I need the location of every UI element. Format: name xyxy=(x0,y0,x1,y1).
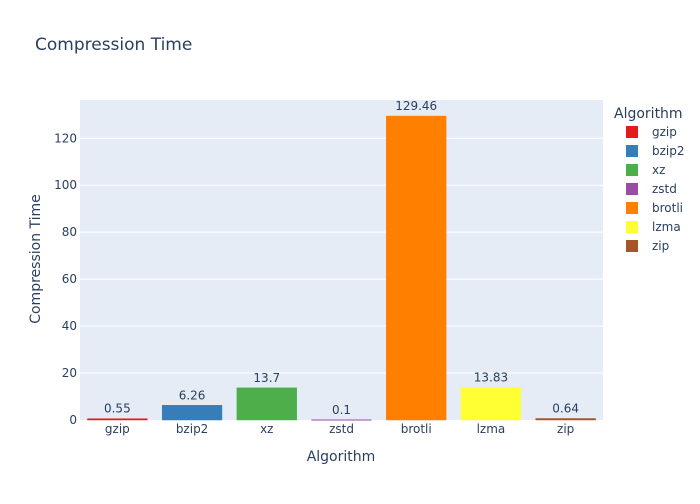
legend-label: zstd xyxy=(652,182,677,196)
bar-value-labels: 0.55 6.26 13.7 0.1 129.46 13.83 0.64 xyxy=(104,99,579,417)
bar-lzma[interactable] xyxy=(460,387,522,421)
legend-swatch xyxy=(626,145,638,157)
legend-item-gzip[interactable]: gzip xyxy=(626,125,677,139)
bar-value-label-zip: 0.64 xyxy=(552,401,579,415)
legend-swatch xyxy=(626,221,638,233)
bar-xz[interactable] xyxy=(236,387,297,421)
bars xyxy=(87,115,596,421)
legend-label: gzip xyxy=(652,125,677,139)
y-tick-label: 40 xyxy=(62,319,77,333)
legend-item-zstd[interactable]: zstd xyxy=(626,182,677,196)
legend-title: Algorithm xyxy=(614,106,683,122)
legend-swatch xyxy=(626,240,638,252)
legend: Algorithm gzip bzip2 xz zstd brotli lzma zip xyxy=(614,106,685,253)
y-gridlines xyxy=(80,137,603,374)
x-tick-label-xz: xz xyxy=(260,422,273,436)
legend-swatch xyxy=(626,183,638,195)
y-tick-label: 100 xyxy=(54,178,77,192)
legend-item-xz[interactable]: xz xyxy=(626,163,665,177)
bar-value-label-xz: 13.7 xyxy=(253,371,280,385)
bar-bzip2[interactable] xyxy=(161,405,223,421)
y-tick-label: 0 xyxy=(69,413,77,427)
y-tick-label: 120 xyxy=(54,131,77,145)
legend-label: xz xyxy=(652,163,665,177)
x-tick-label-bzip2: bzip2 xyxy=(176,422,209,436)
legend-swatch xyxy=(626,202,638,214)
bar-zip[interactable] xyxy=(535,418,596,421)
legend-label: zip xyxy=(652,239,669,253)
bar-value-label-zstd: 0.1 xyxy=(332,403,351,417)
legend-swatch xyxy=(626,164,638,176)
x-tick-label-brotli: brotli xyxy=(401,422,432,436)
y-tick-labels: 0 20 40 60 80 100 120 xyxy=(54,131,77,427)
legend-swatch xyxy=(626,126,638,138)
chart-title: Compression Time xyxy=(35,35,192,55)
x-tick-label-lzma: lzma xyxy=(477,422,506,436)
x-tick-label-zip: zip xyxy=(557,422,574,436)
legend-item-brotli[interactable]: brotli xyxy=(626,201,683,215)
bar-value-label-bzip2: 6.26 xyxy=(179,388,206,402)
x-tick-labels: gzip bzip2 xz zstd brotli lzma zip xyxy=(105,422,574,436)
y-tick-label: 80 xyxy=(62,225,77,239)
legend-label: bzip2 xyxy=(652,144,685,158)
plot-area xyxy=(80,100,603,420)
legend-label: brotli xyxy=(652,201,683,215)
x-tick-label-zstd: zstd xyxy=(329,422,354,436)
x-tick-label-gzip: gzip xyxy=(105,422,130,436)
bar-brotli[interactable] xyxy=(386,115,447,421)
legend-item-bzip2[interactable]: bzip2 xyxy=(626,144,685,158)
bar-value-label-gzip: 0.55 xyxy=(104,402,131,416)
bar-value-label-brotli: 129.46 xyxy=(395,99,437,113)
legend-label: lzma xyxy=(652,220,681,234)
bar-value-label-lzma: 13.83 xyxy=(474,371,508,385)
y-axis-title: Compression Time xyxy=(28,194,44,324)
legend-item-zip[interactable]: zip xyxy=(626,239,669,253)
y-tick-label: 60 xyxy=(62,272,77,286)
y-tick-label: 20 xyxy=(62,366,77,380)
bar-zstd[interactable] xyxy=(311,419,372,421)
x-axis-title: Algorithm xyxy=(307,449,376,465)
bar-gzip[interactable] xyxy=(87,418,148,421)
legend-item-lzma[interactable]: lzma xyxy=(626,220,681,234)
